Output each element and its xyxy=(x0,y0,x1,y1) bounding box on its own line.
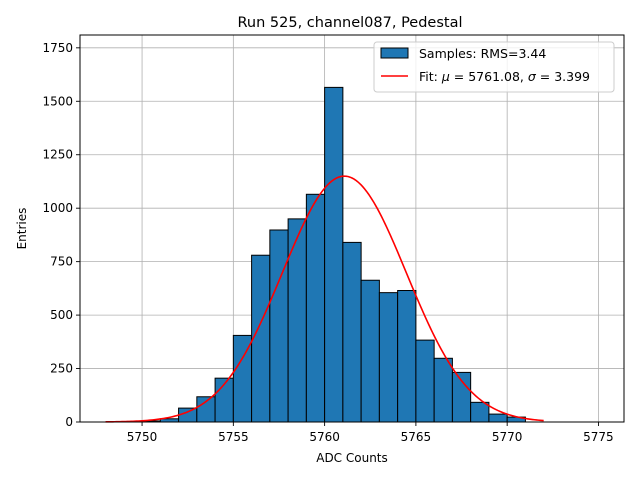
histogram-bar xyxy=(470,401,490,423)
axis-ticks: 5750 5755 5760 5765 5770 5775 0 250 500 750 1000 12… xyxy=(42,41,613,444)
histogram-bar xyxy=(178,407,198,423)
y-tick-label: 750 xyxy=(50,255,73,269)
x-tick-label: 5765 xyxy=(401,430,432,444)
fit-curve xyxy=(105,175,544,423)
histogram-bar xyxy=(360,279,380,423)
y-tick-label: 1250 xyxy=(42,148,73,162)
x-tick-label: 5775 xyxy=(583,430,614,444)
y-axis-label: Entries xyxy=(15,208,29,250)
histogram-bar xyxy=(433,357,453,423)
axes-frame xyxy=(79,34,625,423)
histogram-bars xyxy=(123,86,526,423)
legend-samples-swatch xyxy=(380,47,409,59)
legend: Samples: RMS=3.44 Fit: μ = 5761.08, σ = … xyxy=(373,41,615,93)
y-tick-label: 1750 xyxy=(42,41,73,55)
histogram-bar xyxy=(488,413,508,423)
histogram-bar xyxy=(378,292,399,423)
legend-box xyxy=(373,41,615,93)
histogram-bar xyxy=(305,193,326,423)
legend-fit-label: Fit: μ = 5761.08, σ = 3.399 xyxy=(419,69,590,84)
chart-title: Run 525, channel087, Pedestal xyxy=(237,15,462,31)
x-axis-label: ADC Counts xyxy=(316,451,388,465)
histogram-bar xyxy=(287,218,307,423)
x-tick-label: 5755 xyxy=(218,430,249,444)
x-tick-label: 5760 xyxy=(309,430,340,444)
y-tick-label: 1000 xyxy=(42,201,73,215)
histogram-bar xyxy=(397,290,417,423)
histogram-bar xyxy=(415,339,435,423)
fit-curve-group xyxy=(105,175,544,423)
y-tick-label: 1500 xyxy=(42,94,73,108)
histogram-bar xyxy=(269,229,289,423)
x-tick-label: 5750 xyxy=(127,430,158,444)
x-tick-label: 5770 xyxy=(492,430,523,444)
histogram-bar xyxy=(324,86,344,423)
histogram-bar xyxy=(342,241,362,423)
legend-samples-label: Samples: RMS=3.44 xyxy=(419,46,546,61)
y-tick-label: 250 xyxy=(50,362,73,376)
histogram-bar xyxy=(251,254,271,423)
y-tick-label: 500 xyxy=(50,308,73,322)
y-tick-label: 0 xyxy=(65,415,73,429)
